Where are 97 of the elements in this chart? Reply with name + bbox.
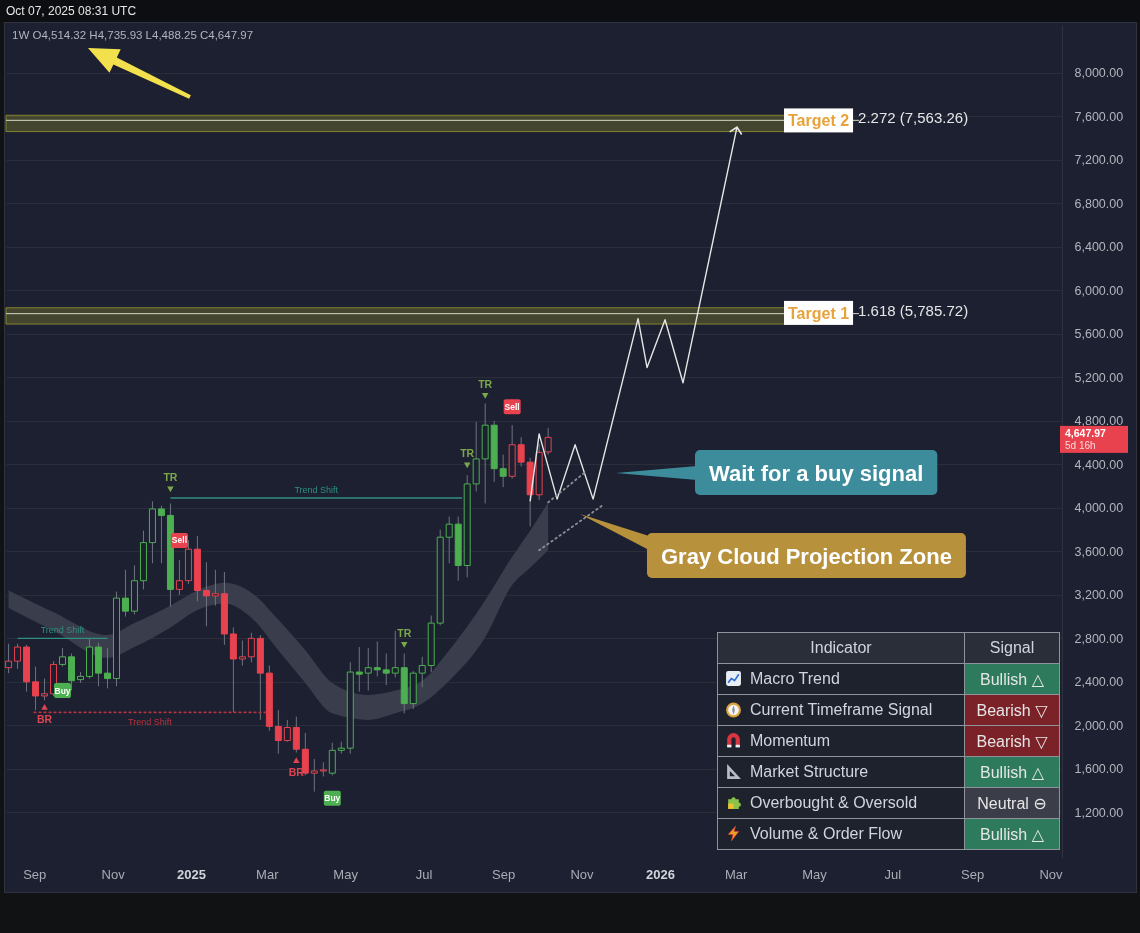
y-tick-label: 6,000.00 (1074, 283, 1124, 298)
text: Sell (171, 535, 187, 546)
y-tick-label: 3,600.00 (1074, 544, 1124, 559)
candlestick (445, 516, 453, 564)
series-label: Sell (504, 401, 520, 412)
annotation: Bearish ▽ (964, 725, 1060, 757)
annotation: Bullish △ (964, 663, 1060, 695)
y-tick-label: 2,000.00 (1074, 718, 1124, 733)
x-tick-label: Nov (570, 866, 595, 882)
x-tick-label: May (802, 866, 828, 882)
candlestick (157, 505, 165, 564)
y-tick-label: 8,000.00 (1074, 66, 1124, 81)
annotation: Bullish △ (964, 756, 1060, 788)
annotation: Wait for a buy signal (709, 460, 924, 486)
y-tick-label: 2,800.00 (1074, 631, 1124, 646)
series-label: Trend Shift (40, 625, 85, 636)
y-tick-label: 6,800.00 (1074, 196, 1124, 211)
candlestick (355, 646, 363, 693)
x-tick-label: 2025 (177, 866, 206, 882)
candlestick (32, 666, 40, 711)
candlestick (175, 559, 183, 596)
candlestick (211, 569, 219, 607)
candlestick (328, 742, 336, 776)
candlestick (382, 653, 390, 686)
candlestick (373, 641, 381, 677)
point (481, 393, 489, 399)
ref-line-label: 2.272 (7,563.26) (858, 108, 969, 126)
annotation: Macro Trend (750, 670, 840, 687)
y-tick-label: 4,400.00 (1074, 457, 1124, 472)
candlestick (202, 561, 210, 627)
annotation: Overbought & Oversold (750, 794, 918, 811)
candlestick (364, 647, 372, 692)
x-tick-label: Mar (725, 866, 749, 882)
candlestick (283, 719, 291, 743)
chart-title: 1W O4,514.32 H4,735.93 L4,488.25 C4,647.97 (12, 29, 254, 41)
text: 4,647.97 (1065, 426, 1107, 439)
candlestick (238, 640, 246, 667)
y-tick-label: 3,200.00 (1074, 588, 1124, 603)
y-tick-label: 7,200.00 (1074, 153, 1124, 168)
annotation: Gray Cloud Projection Zone (661, 543, 952, 569)
y-tick-label: 1,600.00 (1074, 762, 1124, 777)
annotation: Volume & Order Flow (750, 825, 903, 842)
x-tick-label: Mar (256, 866, 280, 882)
annotation: Neutral ⊖ (964, 787, 1060, 819)
candlestick (14, 643, 22, 670)
annotation: Bullish △ (964, 818, 1060, 850)
x-tick-label: Sep (23, 866, 47, 882)
x-tick-label: Sep (492, 866, 516, 882)
x-tick-label: May (333, 866, 359, 882)
candlestick (499, 454, 507, 488)
annotation: Market Structure (750, 763, 869, 780)
annotation: Indicator (717, 632, 965, 664)
x-tick-label: Sep (961, 866, 985, 882)
y-tick-label: 5,600.00 (1074, 327, 1124, 342)
text: 5d 16h (1065, 439, 1096, 451)
x-tick-label: Jul (884, 866, 902, 882)
point (293, 757, 300, 763)
candlestick (544, 427, 552, 456)
candlestick (121, 569, 129, 618)
annotation: Bearish ▽ (964, 694, 1060, 726)
candlestick (391, 630, 399, 678)
y-tick-label: 4,800.00 (1074, 414, 1124, 429)
text: TR (163, 471, 178, 484)
point (401, 642, 408, 648)
text: BR (36, 712, 53, 725)
series-label: TR (397, 626, 412, 639)
y-tick-label: 5,200.00 (1074, 370, 1124, 385)
ref-line-label: 1.618 (5,785.72) (858, 302, 969, 320)
annotation: Signal (964, 632, 1060, 664)
x-tick-label: Nov (101, 866, 126, 882)
series-label: BR (288, 766, 305, 779)
series-label: Trend Shift (294, 485, 339, 496)
text: Oct 07, 2025 08:31 UTC (6, 4, 137, 18)
point (41, 704, 48, 710)
candlestick (274, 709, 282, 755)
candlestick (310, 758, 318, 793)
y-tick-label: 4,000.00 (1074, 501, 1124, 516)
y-tick-label: 6,400.00 (1074, 240, 1124, 255)
series-label: Trend Shift (128, 717, 173, 728)
candlestick (292, 716, 300, 754)
text: TR (478, 377, 493, 390)
candlestick (59, 647, 67, 668)
annotation: Current Timeframe Signal (750, 701, 933, 718)
y-tick-label: 1,200.00 (1074, 805, 1124, 820)
candlestick (247, 632, 255, 663)
series-label: Buy (54, 685, 71, 696)
candlestick (41, 678, 49, 701)
y-tick-label: 7,600.00 (1074, 109, 1124, 124)
x-tick-label: Jul (415, 866, 433, 882)
text: Buy (324, 793, 341, 804)
candlestick (418, 656, 426, 688)
text: TR (460, 447, 475, 460)
annotation: Momentum (750, 732, 831, 749)
x-tick-label: 2026 (645, 866, 675, 882)
y-tick-label: 2,400.00 (1074, 675, 1124, 690)
candlestick (103, 647, 111, 689)
x-tick-label: Nov (1039, 866, 1063, 882)
